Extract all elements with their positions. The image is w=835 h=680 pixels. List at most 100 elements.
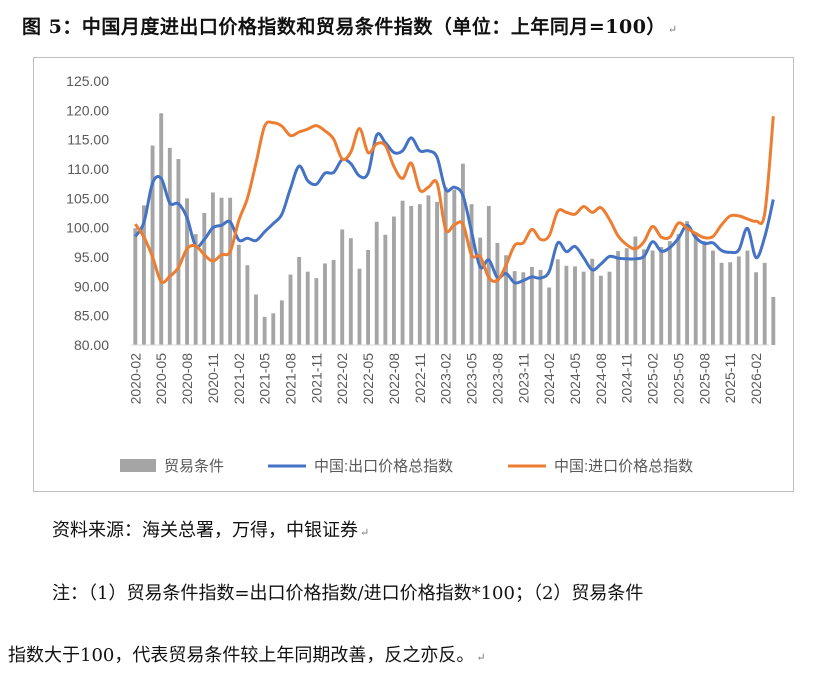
- bar-trade-terms: [547, 287, 552, 345]
- bar-trade-terms: [676, 234, 681, 345]
- bar-trade-terms: [202, 213, 207, 345]
- bar-trade-terms: [521, 272, 526, 345]
- bar-trade-terms: [176, 159, 181, 345]
- bar-trade-terms: [581, 271, 586, 345]
- bar-trade-terms: [383, 234, 388, 345]
- bar-trade-terms: [452, 189, 457, 345]
- x-tick-label: 2021-08: [283, 353, 299, 405]
- footnote-line-2: 指数大于100，代表贸易条件较上年同期改善，反之亦反。 ↵: [8, 645, 486, 666]
- bar-trade-terms: [762, 262, 767, 345]
- bar-trade-terms: [745, 250, 750, 345]
- x-tick-label: 2021-02: [231, 353, 247, 405]
- x-tick-label: 2021-05: [257, 353, 273, 405]
- legend-label: 贸易条件: [164, 458, 224, 475]
- bar-trade-terms: [400, 200, 405, 345]
- x-tick-label: 2025-02: [645, 353, 661, 405]
- bar-trade-terms: [667, 241, 672, 345]
- bar-trade-terms: [573, 266, 577, 345]
- bar-trade-terms: [297, 257, 302, 345]
- bar-trade-terms: [210, 192, 215, 345]
- bar-trade-terms: [564, 265, 569, 345]
- x-tick-label: 2022-11: [412, 353, 428, 404]
- x-tick-label: 2024-08: [593, 353, 609, 405]
- bar-trade-terms: [590, 258, 595, 345]
- y-tick-label: 110.00: [67, 161, 109, 177]
- bar-trade-terms: [279, 300, 284, 345]
- bar-trade-terms: [460, 163, 465, 345]
- bar-trade-terms: [478, 237, 483, 345]
- y-tick-label: 95.00: [74, 249, 109, 265]
- bar-trade-terms: [374, 221, 379, 345]
- bar-trade-terms: [245, 265, 250, 345]
- bar-trade-terms: [288, 274, 293, 345]
- bar-trade-terms: [314, 278, 319, 345]
- x-tick-label: 2022-08: [386, 353, 402, 405]
- line-export-price-index: [134, 132, 775, 285]
- legend-label: 中国:出口价格总指数: [314, 458, 453, 475]
- bar-trade-terms: [357, 268, 362, 345]
- bar-trade-terms: [366, 249, 371, 345]
- bar-trade-terms: [133, 228, 138, 345]
- bar-trade-terms: [150, 145, 155, 345]
- y-tick-label: 105.00: [66, 190, 109, 206]
- bar-trade-terms: [392, 216, 396, 345]
- x-tick-label: 2024-11: [619, 353, 635, 404]
- bar-trade-terms: [469, 204, 474, 345]
- bar-trade-terms: [426, 195, 431, 345]
- x-tick-label: 2025-05: [670, 353, 686, 405]
- bar-trade-terms: [236, 244, 241, 345]
- y-tick-label: 120.00: [66, 102, 109, 118]
- legend-label: 中国:进口价格总指数: [554, 458, 693, 475]
- x-tick-label: 2023-02: [438, 353, 454, 405]
- bar-trade-terms: [219, 197, 224, 345]
- bar-trade-terms: [348, 238, 353, 345]
- bar-trade-terms: [659, 247, 664, 345]
- bar-trade-terms: [685, 221, 690, 345]
- x-tick-label: 2022-02: [334, 353, 350, 405]
- bar-trade-terms: [305, 271, 310, 345]
- bar-trade-terms: [702, 241, 707, 345]
- bar-trade-terms: [642, 249, 646, 345]
- bar-trade-terms: [512, 271, 517, 345]
- x-tick-label: 2020-05: [153, 353, 169, 405]
- bar-trade-terms: [616, 251, 621, 345]
- x-tick-label: 2021-11: [308, 353, 324, 404]
- x-tick-label: 2024-05: [567, 353, 583, 405]
- bar-series-trade-terms: [133, 113, 776, 345]
- x-tick-label: 2020-08: [179, 353, 195, 405]
- x-tick-label: 2025-08: [696, 353, 712, 405]
- bar-trade-terms: [262, 316, 267, 345]
- bar-trade-terms: [555, 259, 560, 345]
- y-tick-label: 100.00: [66, 220, 109, 236]
- bar-trade-terms: [141, 205, 146, 345]
- bar-trade-terms: [754, 272, 759, 345]
- y-tick-label: 90.00: [74, 278, 109, 294]
- x-tick-label: 2023-08: [489, 353, 505, 405]
- y-tick-label: 125.00: [66, 73, 109, 89]
- bar-trade-terms: [167, 147, 172, 345]
- bar-trade-terms: [538, 269, 543, 345]
- bar-trade-terms: [736, 256, 741, 345]
- chart-svg: 80.00 85.00 90.00 95.00 100.00 105.00 110.00 11…: [66, 73, 776, 475]
- bar-trade-terms: [331, 259, 336, 345]
- bar-trade-terms: [529, 266, 534, 345]
- bar-trade-terms: [254, 294, 258, 345]
- legend-swatch-bar: [120, 459, 156, 472]
- footnote-line-1: 注：（1）贸易条件指数=出口价格指数/进口价格指数*100；（2）贸易条件: [52, 583, 644, 604]
- bar-trade-terms: [193, 234, 198, 345]
- bar-trade-terms: [693, 232, 698, 345]
- bar-trade-terms: [323, 263, 327, 345]
- bar-trade-terms: [228, 197, 233, 345]
- line-import-price-index: [134, 116, 775, 284]
- x-tick-label: 2020-11: [205, 353, 221, 404]
- bar-trade-terms: [435, 201, 440, 345]
- bar-trade-terms: [340, 229, 345, 345]
- bar-trade-terms: [159, 113, 164, 345]
- bar-trade-terms: [728, 262, 733, 345]
- bar-trade-terms: [504, 255, 508, 345]
- x-tick-label: 2020-02: [127, 353, 143, 405]
- x-tick-label: 2022-05: [360, 353, 376, 405]
- bar-trade-terms: [624, 248, 629, 345]
- bar-trade-terms: [711, 250, 715, 345]
- y-tick-label: 80.00: [74, 337, 109, 353]
